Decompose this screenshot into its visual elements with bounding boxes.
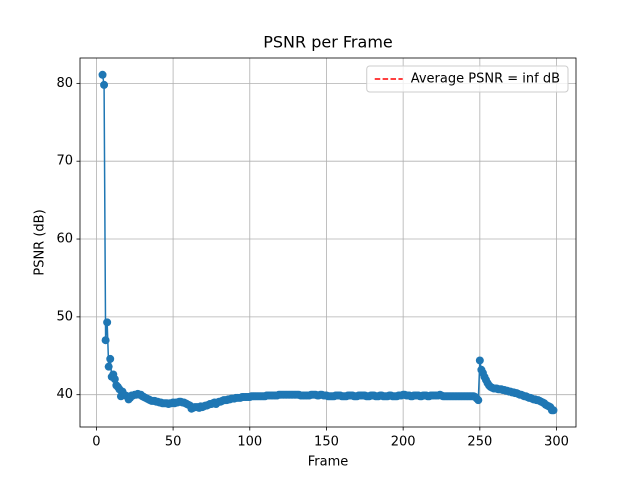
y-tick-label: 80 [56,76,73,91]
data-point [549,406,558,415]
y-tick-label: 70 [56,154,73,169]
x-axis-label: Frame [308,455,349,470]
chart-title: PSNR per Frame [263,33,393,52]
y-tick-label: 50 [56,309,73,324]
data-point [101,336,110,345]
legend-label: Average PSNR = inf dB [411,72,560,87]
y-tick-label: 60 [56,232,73,247]
y-tick-label: 40 [56,387,73,402]
x-tick-label: 50 [165,435,182,450]
x-tick-label: 250 [467,435,492,450]
data-point [103,318,112,327]
plot-area [98,70,558,415]
x-tick-label: 200 [391,435,416,450]
data-point [98,70,107,79]
legend: Average PSNR = inf dB [366,65,569,93]
data-point [475,356,484,365]
data-point [106,354,115,363]
data-point [110,375,119,384]
x-tick-label: 100 [237,435,262,450]
legend-box [366,65,569,93]
x-tick-label: 0 [92,435,100,450]
axes-frame [79,57,577,428]
data-point [100,80,109,89]
y-axis-label: PSNR (dB) [33,209,48,275]
x-tick-label: 300 [544,435,569,450]
data-point [474,396,483,405]
x-tick-label: 150 [314,435,339,450]
data-point [104,362,113,371]
